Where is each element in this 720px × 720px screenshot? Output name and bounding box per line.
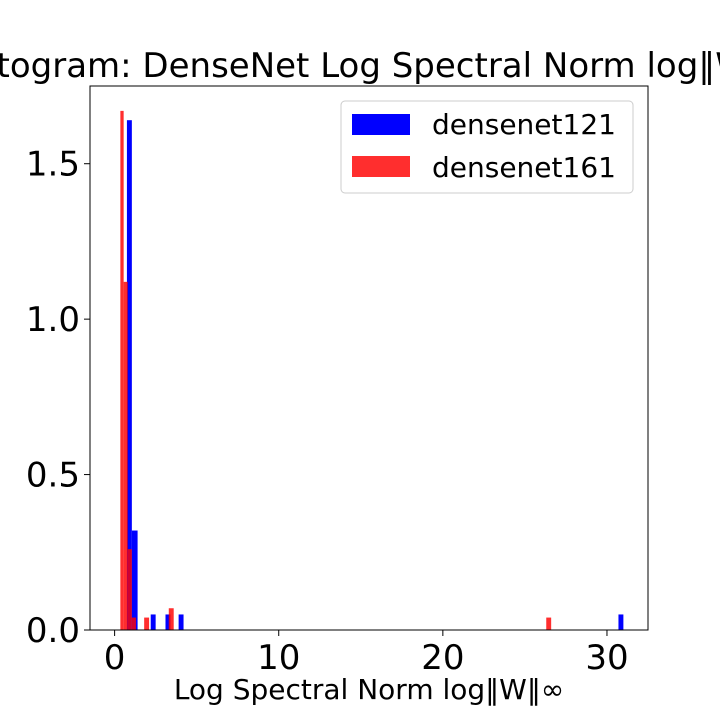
bars-layer <box>120 110 624 631</box>
x-tick-label: 20 <box>421 638 464 678</box>
bar-densenet161-3 <box>131 617 136 630</box>
y-axis-ticks: 0.0 0.5 1.0 1.5 <box>26 145 90 651</box>
bar-densenet161-6 <box>546 617 552 630</box>
y-tick-label: 1.0 <box>26 300 80 340</box>
axes-frame <box>89 85 649 631</box>
x-tick-label: 10 <box>257 638 300 678</box>
legend: densenet121 densenet161 <box>340 100 634 194</box>
bar-densenet161-0 <box>120 110 124 630</box>
y-tick-label: 0.0 <box>26 611 80 651</box>
legend-label-densenet121: densenet121 <box>432 108 616 141</box>
x-axis-label: Log Spectral Norm log‖W‖∞ <box>174 673 564 706</box>
bar-densenet121-4 <box>178 614 184 630</box>
legend-label-densenet161: densenet161 <box>432 151 616 184</box>
x-axis-ticks: 0 10 20 30 <box>104 630 629 678</box>
y-tick-label: 1.5 <box>26 145 80 185</box>
y-tick-label: 0.5 <box>26 456 80 496</box>
legend-swatch-densenet161 <box>352 156 410 177</box>
legend-box <box>340 100 634 194</box>
bar-densenet121-3 <box>165 614 171 630</box>
bar-densenet161-4 <box>144 617 150 630</box>
x-tick-label: 0 <box>104 638 126 678</box>
bar-densenet121-0 <box>126 120 132 631</box>
bar-densenet121-2 <box>150 614 156 630</box>
bar-densenet121-1 <box>131 530 138 630</box>
x-tick-label: 30 <box>585 638 628 678</box>
chart-title: Histogram: DenseNet Log Spectral Norm lo… <box>0 46 720 86</box>
bar-densenet161-5 <box>168 608 174 630</box>
bar-densenet161-2 <box>127 549 132 630</box>
legend-swatch-densenet121 <box>352 114 410 135</box>
bar-densenet121-5 <box>618 614 624 630</box>
bar-densenet161-1 <box>123 281 128 630</box>
